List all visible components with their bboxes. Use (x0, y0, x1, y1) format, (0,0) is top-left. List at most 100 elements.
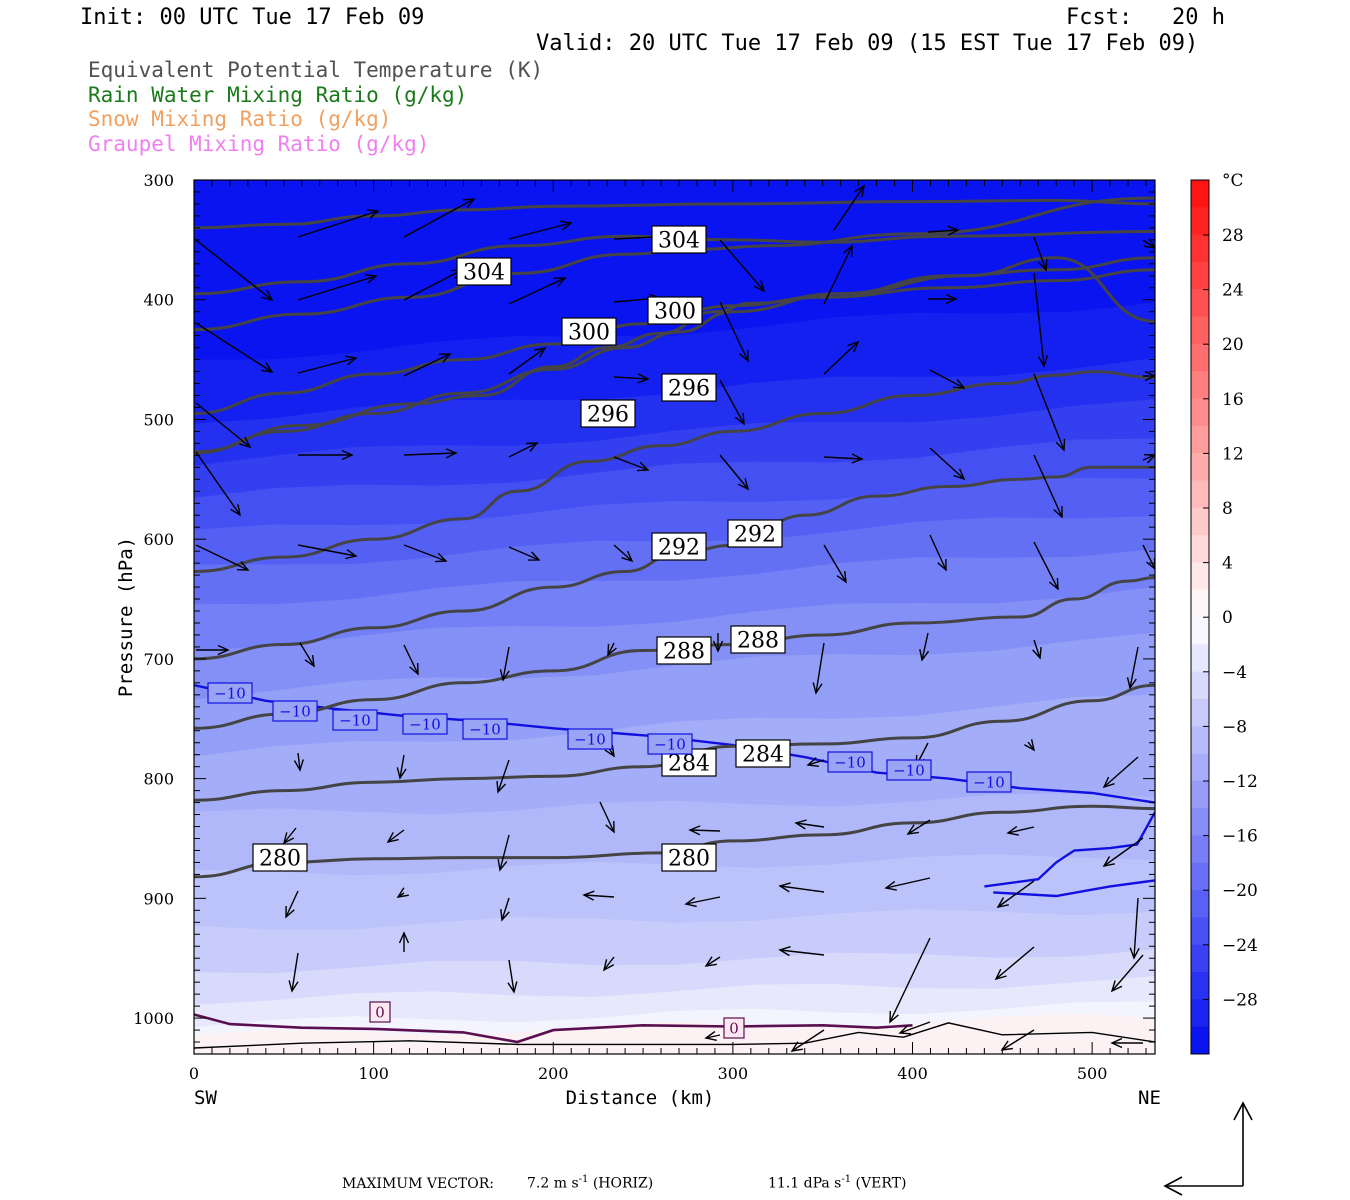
wind-vector (1102, 837, 1144, 867)
wind-vector (1102, 756, 1139, 789)
minus10-label: −10 (827, 751, 873, 773)
wind-vector (1032, 639, 1042, 660)
wind-vector (919, 632, 930, 662)
colorbar-segment (1191, 1026, 1209, 1055)
init-time: Init: 00 UTC Tue 17 Feb 09 (80, 5, 425, 30)
colorbar-segment (1191, 289, 1209, 318)
y-tick-label: 400 (143, 291, 174, 310)
colorbar-segment (1191, 507, 1209, 536)
colorbar: °C 28 24 20 16 12 8 4 0 −4 −8 −12 −16 −20 −24 −28 (1190, 171, 1258, 1055)
wind-vector (297, 355, 358, 374)
wind-vector (288, 952, 299, 993)
wind-vector (602, 956, 615, 972)
minus10-label: −10 (332, 709, 378, 731)
wind-vector (1033, 541, 1059, 591)
colorbar-segment (1191, 207, 1209, 236)
svg-text:288: 288 (737, 628, 779, 653)
wind-vector (496, 759, 510, 794)
colorbar-tick-label: 8 (1222, 499, 1233, 519)
minus10-label: −10 (272, 700, 318, 722)
wind-vector (712, 633, 724, 653)
wind-vector (1143, 370, 1155, 382)
colorbar-segment (1191, 371, 1209, 399)
theta-e-label: 288 (730, 625, 786, 654)
svg-text:−10: −10 (469, 720, 501, 738)
svg-text:0: 0 (375, 1003, 385, 1021)
colorbar-segment (1191, 261, 1209, 290)
wind-vector (1110, 1037, 1143, 1049)
wind-vector (1033, 373, 1066, 452)
colorbar-segment (1191, 644, 1209, 673)
colorbar-tick-label: −8 (1222, 717, 1247, 737)
colorbar-segment (1191, 617, 1209, 645)
wind-vector (195, 451, 241, 517)
colorbar-segment (1191, 808, 1209, 836)
colorbar-segment (1191, 999, 1209, 1028)
wind-vector (833, 184, 865, 231)
minus10-label: −10 (462, 718, 508, 740)
forecast-hour: Fcst: 20 h (1066, 5, 1225, 30)
wind-vector (719, 239, 766, 293)
wind-vector (929, 447, 966, 481)
plot-frame (193, 179, 1156, 1055)
theta-e-label: 284 (735, 739, 791, 768)
x-axis-label: Distance (km) (566, 1087, 715, 1109)
minus10-contour (984, 811, 1155, 888)
wind-vector (719, 379, 745, 426)
wind-vector (582, 890, 615, 901)
wind-vector (996, 880, 1035, 908)
wind-vector (704, 1030, 721, 1041)
wind-vector (403, 198, 476, 238)
wind-vector (285, 890, 299, 919)
wind-vector (508, 546, 541, 561)
colorbar-segment (1191, 698, 1209, 727)
colorbar-segment (1191, 398, 1209, 427)
sw-label: SW (194, 1087, 217, 1109)
svg-text:280: 280 (668, 846, 710, 871)
wind-vector (499, 646, 510, 682)
theta-e-label: 296 (661, 373, 717, 402)
wind-vector (823, 544, 847, 584)
wind-vector (1024, 739, 1036, 752)
colorbar-segment (1191, 343, 1209, 372)
theta-e-line (194, 268, 1155, 415)
wind-vector (823, 244, 853, 305)
wind-vector (719, 301, 749, 363)
theta-e-label: 300 (561, 317, 617, 346)
wind-vector (928, 293, 958, 305)
zero-contour (194, 1013, 913, 1044)
wind-vector (929, 534, 947, 572)
svg-text:−10: −10 (214, 684, 246, 702)
theta-e-line (194, 196, 1155, 332)
colorbar-tick-label: −16 (1222, 827, 1258, 847)
wind-vector (403, 644, 419, 676)
zero-label: 0 (723, 1017, 745, 1039)
wind-vector (500, 897, 510, 922)
colorbar-segment (1191, 453, 1209, 481)
colorbar-segment (1191, 180, 1209, 208)
zero-label: 0 (369, 1001, 391, 1023)
y-axis-label: Pressure (hPa) (115, 537, 137, 697)
wind-vector (599, 801, 615, 834)
wind-vector (293, 752, 304, 772)
colorbar-tick-label: −4 (1222, 663, 1247, 683)
colorbar-segment (1191, 726, 1209, 755)
x-tick-label: 300 (718, 1064, 749, 1083)
colorbar-segment (1191, 972, 1209, 1000)
colorbar-tick-label: 16 (1222, 390, 1244, 410)
wind-vector (994, 946, 1035, 981)
colorbar-tick-label: −12 (1222, 772, 1258, 792)
y-tick-label: 1000 (133, 1009, 174, 1028)
wind-vector (386, 829, 405, 844)
y-tick-label: 700 (143, 650, 174, 669)
y-tick-label: 800 (143, 770, 174, 789)
colorbar-segment (1191, 535, 1209, 563)
wind-vector (889, 937, 931, 1024)
wind-vector (196, 644, 230, 656)
wind-vector (195, 239, 274, 302)
colorbar-segment (1191, 890, 1209, 918)
theta-e-label: 296 (580, 399, 636, 428)
svg-text:304: 304 (463, 260, 505, 285)
minus10-contour (993, 879, 1155, 898)
